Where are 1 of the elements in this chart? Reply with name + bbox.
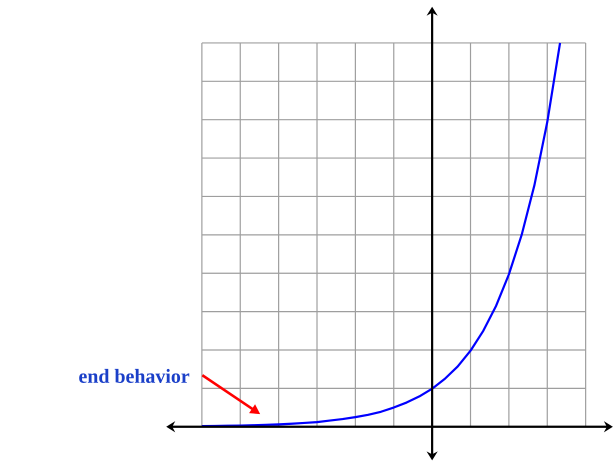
- text: end behavior: [79, 369, 190, 384]
